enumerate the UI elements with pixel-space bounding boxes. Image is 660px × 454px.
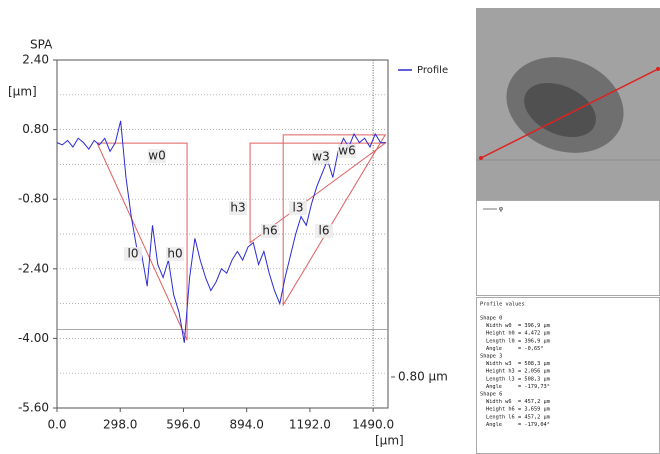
row-label: Height h3: [486, 369, 515, 375]
row-value: = 396,9 µm: [518, 323, 550, 329]
row-label: Angle: [486, 422, 502, 428]
shape-label-bg: [229, 201, 247, 215]
construction-shape: [249, 142, 387, 244]
x-tick-label: 1490.0: [352, 418, 394, 432]
shape-label-bg: [261, 224, 279, 238]
legend-label: Profile: [417, 65, 448, 76]
x-tick-label: 1192.0: [289, 418, 331, 432]
shape-label-bg: [166, 247, 184, 261]
row-label: Height h6: [486, 407, 515, 413]
shape-label: w3: [312, 150, 329, 164]
profile-line: [480, 67, 660, 159]
row-value: = 3,659 µm: [518, 407, 550, 413]
row-value: = -0,65°: [518, 346, 544, 352]
construction-shape: [96, 142, 188, 341]
y-tick-label: 2.40: [22, 53, 49, 67]
row-value: = -179,04°: [518, 422, 550, 428]
row-label: Width w6: [486, 399, 512, 405]
mini-legend-label: φ: [499, 206, 503, 213]
y-tick-label: -4.00: [18, 331, 49, 345]
row-label: Length l6: [486, 414, 515, 420]
shape-label-bg: [148, 149, 166, 163]
row-value: = 2,056 µm: [518, 369, 550, 375]
row-label: Width w3: [486, 361, 512, 367]
x-axis-label: [µm]: [375, 434, 404, 448]
shape-label: h6: [262, 224, 277, 238]
row-label: Angle: [486, 346, 502, 352]
row-label: Width w0: [486, 323, 512, 329]
x-tick-label: 596.0: [166, 418, 200, 432]
row-label: Length l0: [486, 338, 515, 344]
chart-title: SPA: [30, 38, 53, 52]
row-value: = 508,3 µm: [518, 361, 550, 367]
row-value: = 4,472 µm: [518, 331, 550, 337]
shape-label-bg: [289, 201, 307, 215]
x-tick-label: 298.0: [103, 418, 137, 432]
row-value: = 457,2 µm: [518, 414, 550, 420]
row-value: = 457,2 µm: [518, 399, 550, 405]
row-label: Angle: [486, 384, 502, 390]
shape-label: w6: [338, 144, 355, 158]
construction-shape: [282, 134, 387, 307]
group-name: Shape 0: [480, 316, 502, 322]
values-title: Profile values: [480, 302, 525, 308]
shape-label-bg: [124, 247, 142, 261]
row-label: Length l3: [486, 376, 515, 382]
y-axis-label: [µm]: [8, 85, 37, 99]
profile-line: [56, 120, 386, 343]
x-tick-label: 894.0: [230, 418, 264, 432]
image-blob: [524, 82, 596, 138]
shape-label: w0: [148, 149, 165, 163]
line-end: [479, 156, 483, 160]
shape-label-bg: [312, 150, 330, 164]
shape-label: h0: [167, 247, 182, 261]
x-tick-label: 0.0: [47, 418, 66, 432]
shape-label: h3: [230, 201, 245, 215]
group-name: Shape 6: [480, 392, 502, 398]
row-label: Height h0: [486, 331, 515, 337]
row-value: = 396,9 µm: [518, 338, 550, 344]
row-value: = 508,3 µm: [518, 376, 550, 382]
y-tick-label: -0.80: [18, 192, 49, 206]
line-end: [656, 67, 660, 71]
shape-label: l3: [293, 201, 304, 215]
shape-label: l6: [319, 224, 330, 238]
shape-label-bg: [338, 144, 356, 158]
y-tick-label: 0.80: [22, 122, 49, 136]
scale-label: 0.80 µm: [398, 370, 448, 384]
shape-label-bg: [315, 224, 333, 238]
y-tick-label: -5.60: [18, 401, 49, 415]
mini-panel: [476, 200, 660, 296]
y-tick-label: -2.40: [18, 261, 49, 275]
group-name: Shape 3: [480, 354, 502, 360]
row-value: = -179,73°: [518, 384, 550, 390]
shape-label: l0: [128, 247, 139, 261]
